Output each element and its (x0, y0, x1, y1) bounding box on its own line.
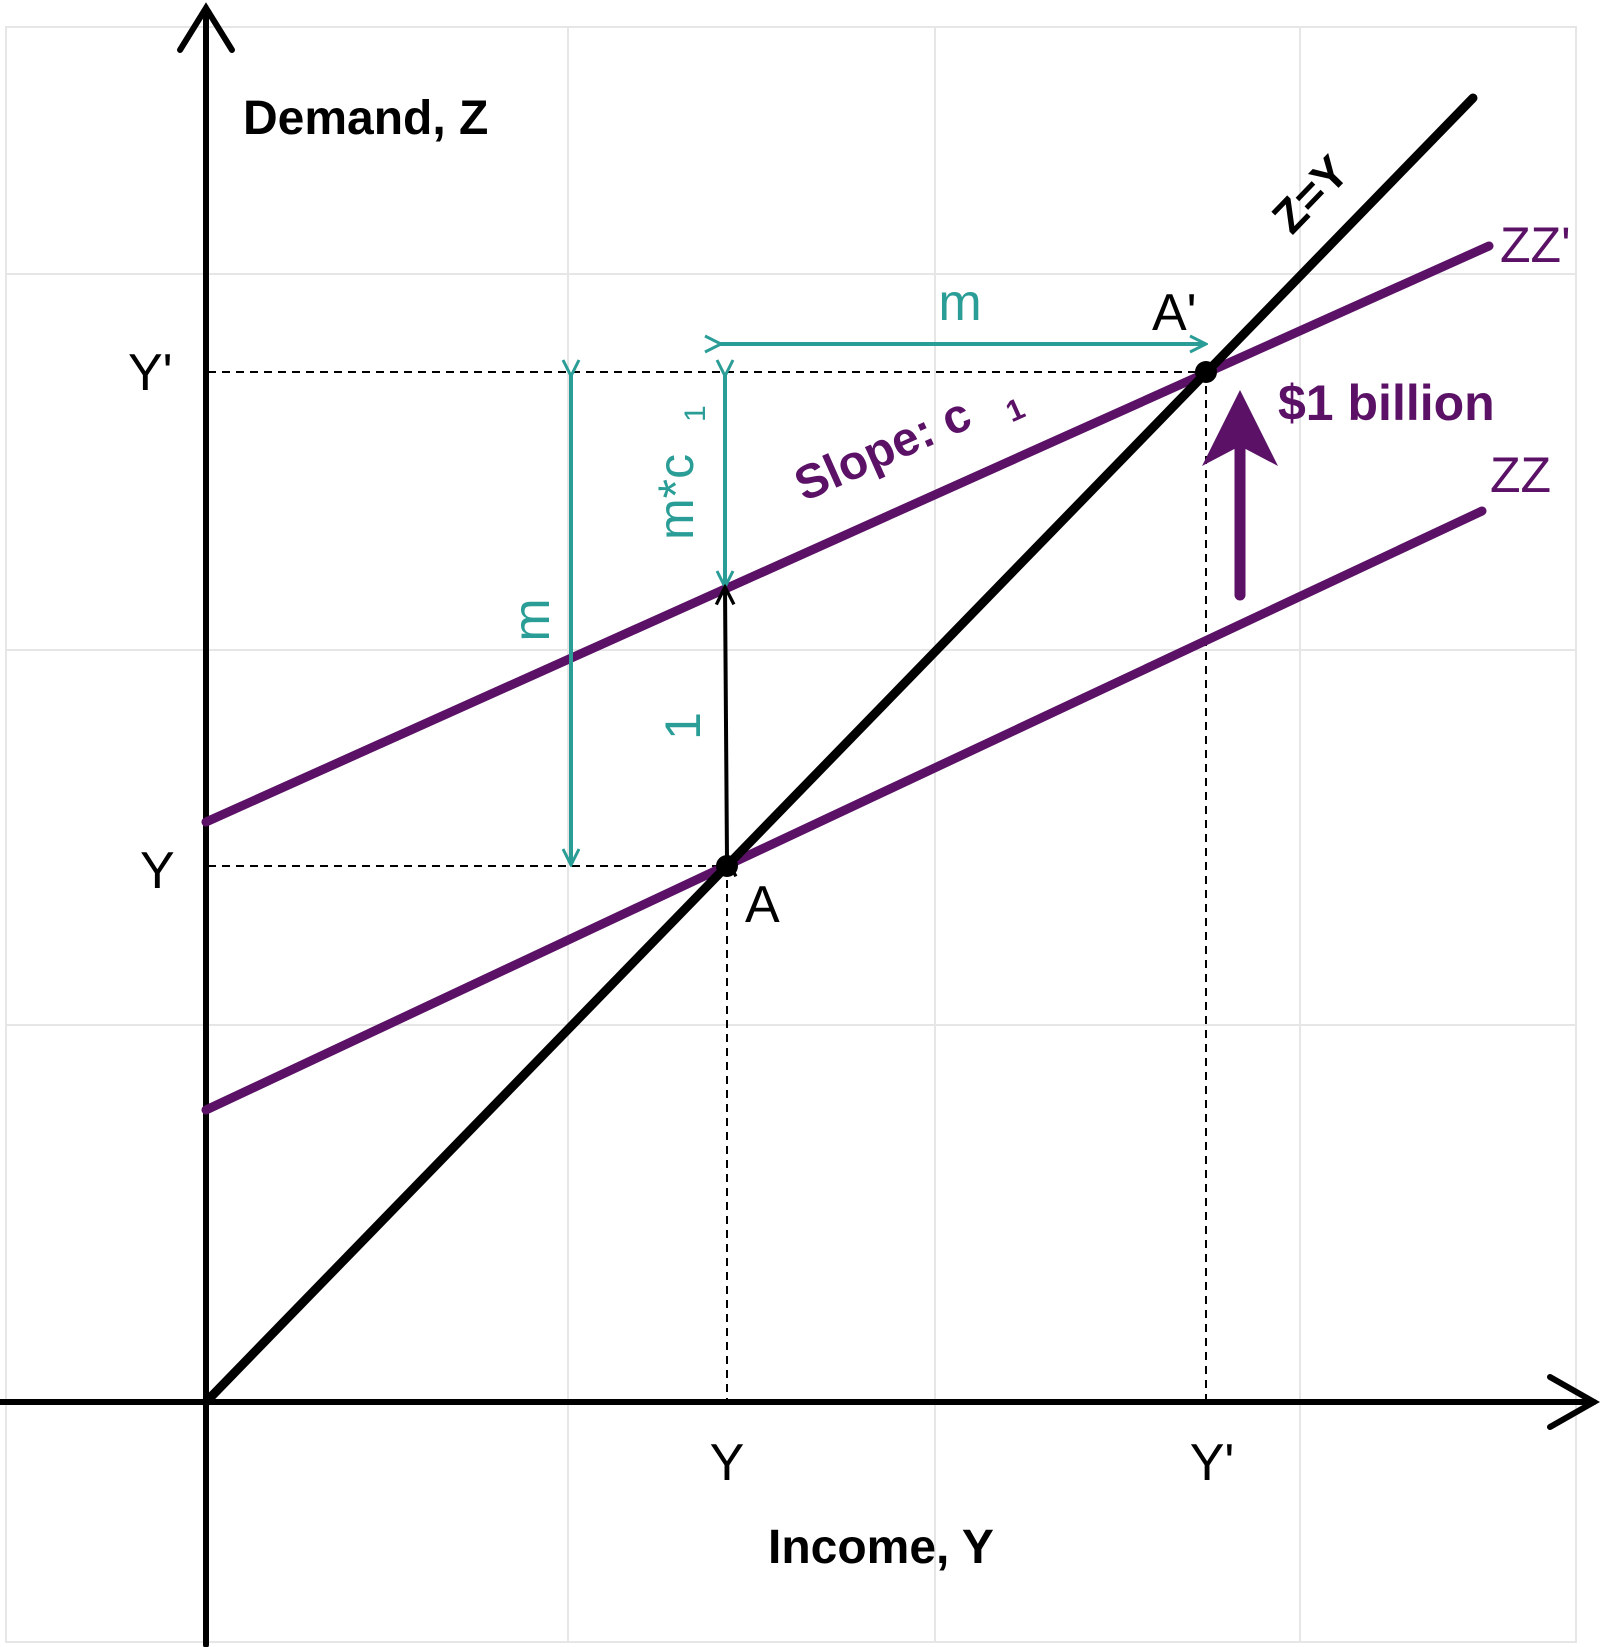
slope-label-sub: 1 (1001, 392, 1030, 429)
shift-arrow (1202, 390, 1278, 601)
zz-label: ZZ (1490, 447, 1551, 503)
shift-label: $1 billion (1278, 375, 1495, 431)
zz-prime-line (201, 241, 1494, 827)
point-a-label: A (745, 876, 780, 934)
guide-lines (208, 371, 1207, 1402)
y-tick-upper: Y' (128, 344, 173, 402)
x-axis-title: Income, Y (768, 1521, 994, 1574)
z-equals-y-line (201, 93, 1478, 1407)
y-tick-lower: Y (140, 842, 175, 900)
m-vertical-label: m (503, 598, 561, 641)
m-horizontal-label: m (938, 274, 981, 332)
x-tick-left: Y (710, 1434, 745, 1492)
grid (5, 26, 1577, 1643)
one-label: 1 (655, 712, 711, 740)
y-axis-arrow (177, 2, 235, 53)
slope-label: Slope: c 1 (787, 388, 1030, 512)
shift-arrow-head (1202, 390, 1278, 466)
measurement-arrows (571, 344, 1205, 864)
x-axis-arrow (1547, 1374, 1600, 1430)
zz-line (201, 506, 1487, 1115)
point-a-dot (716, 855, 738, 877)
slope-label-text: Slope: c (787, 388, 979, 512)
grid-border (5, 26, 1577, 1643)
mc-label: m*c 1 (648, 405, 712, 540)
point-a-prime-dot (1195, 361, 1217, 383)
mc-label-text: m*c (648, 454, 704, 540)
point-a-prime-label: A' (1152, 284, 1197, 342)
mc-label-sub: 1 (679, 405, 712, 422)
y-axis-title: Demand, Z (243, 92, 488, 145)
x-tick-right: Y' (1190, 1434, 1235, 1492)
zz-prime-label: ZZ' (1500, 217, 1571, 273)
one-arrow (725, 588, 727, 860)
